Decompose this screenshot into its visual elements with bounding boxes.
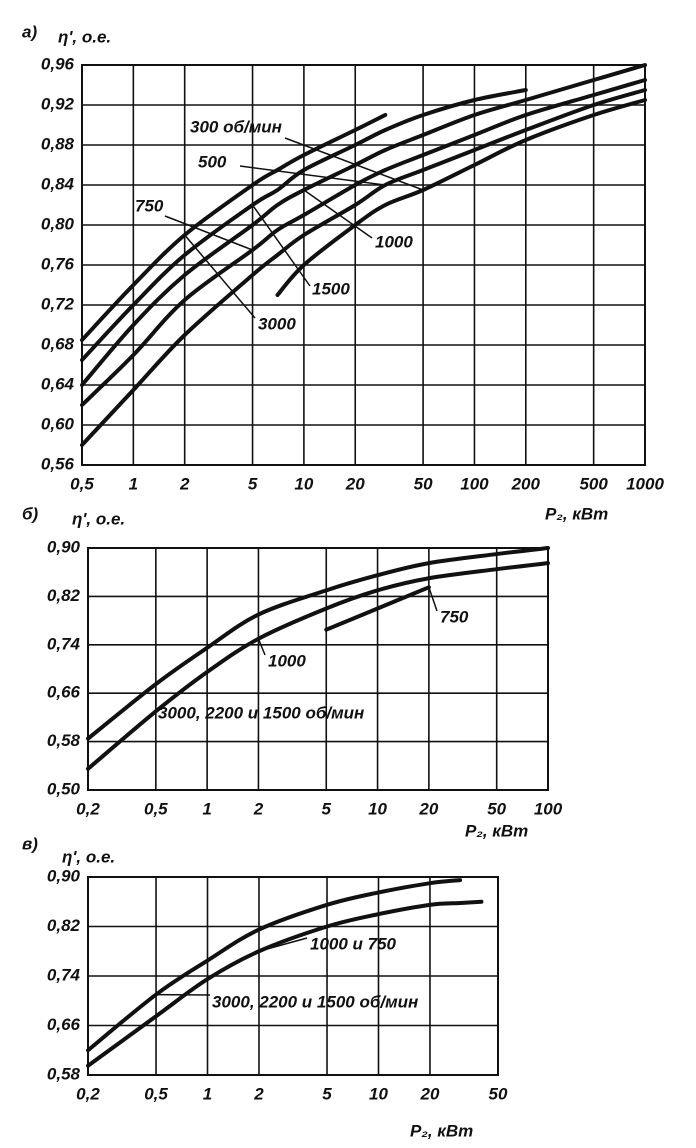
y-tick-label: 0,50 xyxy=(47,779,81,798)
y-tick-label: 0,66 xyxy=(47,1015,81,1034)
y-tick-label: 0,66 xyxy=(47,683,81,702)
label-leader xyxy=(239,165,386,186)
y-tick-label: 0,82 xyxy=(47,586,81,605)
x-tick-label: 500 xyxy=(579,474,608,493)
y-axis-label: η', о.е. xyxy=(62,847,115,866)
x-tick-label: 50 xyxy=(414,474,433,493)
x-tick-label: 1 xyxy=(203,1084,212,1103)
y-tick-label: 0,58 xyxy=(47,731,81,750)
panel-label: в) xyxy=(22,834,38,853)
x-tick-label: 0,5 xyxy=(70,474,94,493)
curve xyxy=(86,561,550,771)
y-tick-label: 0,74 xyxy=(47,634,81,653)
x-axis-label: P₂, кВт xyxy=(545,504,608,523)
curve xyxy=(80,78,647,407)
x-tick-label: 5 xyxy=(248,474,258,493)
x-tick-label: 5 xyxy=(322,1084,332,1103)
x-tick-label: 20 xyxy=(419,1084,439,1103)
label-leader xyxy=(284,137,424,191)
series-label: 750 xyxy=(135,196,164,215)
curve xyxy=(80,88,528,362)
y-tick-label: 0,60 xyxy=(41,414,75,433)
x-tick-label: 1000 xyxy=(626,474,664,493)
y-tick-label: 0,74 xyxy=(47,965,81,984)
label-leader xyxy=(184,234,256,319)
x-tick-label: 1 xyxy=(202,799,211,818)
curve xyxy=(86,546,550,741)
y-tick-label: 0,56 xyxy=(41,454,75,473)
series-label: 3000 xyxy=(258,314,296,333)
y-tick-label: 0,80 xyxy=(41,214,75,233)
x-tick-label: 1 xyxy=(129,474,138,493)
curve xyxy=(80,88,647,447)
x-tick-label: 50 xyxy=(489,1084,508,1103)
y-tick-label: 0,82 xyxy=(47,916,81,935)
x-axis-label: P₂, кВт xyxy=(465,821,528,840)
curve xyxy=(80,63,647,387)
series-label: 3000, 2200 и 1500 об/мин xyxy=(158,703,364,722)
plot-frame xyxy=(87,876,499,1076)
series-label: 300 об/мин xyxy=(190,117,282,136)
label-leader xyxy=(164,215,253,251)
x-tick-label: 50 xyxy=(487,799,506,818)
label-leader xyxy=(428,587,438,612)
y-tick-label: 0,84 xyxy=(41,174,75,193)
x-tick-label: 10 xyxy=(294,474,313,493)
x-tick-label: 10 xyxy=(368,799,387,818)
x-tick-label: 20 xyxy=(345,474,365,493)
series-label: 750 xyxy=(440,607,469,626)
x-tick-label: 5 xyxy=(322,799,332,818)
x-tick-label: 10 xyxy=(369,1084,388,1103)
curve xyxy=(324,585,431,632)
series-label: 1500 xyxy=(312,279,350,298)
x-tick-label: 0,2 xyxy=(76,799,100,818)
y-axis-label: η', о.е. xyxy=(58,27,111,46)
series-label: 1000 xyxy=(268,651,306,670)
y-tick-label: 0,64 xyxy=(41,374,75,393)
x-tick-label: 0,2 xyxy=(76,1084,100,1103)
x-axis-label: P₂, кВт xyxy=(410,1121,473,1140)
y-tick-label: 0,92 xyxy=(41,94,75,113)
x-tick-label: 100 xyxy=(534,799,563,818)
x-tick-label: 100 xyxy=(460,474,489,493)
x-tick-label: 0,5 xyxy=(144,799,168,818)
x-tick-label: 2 xyxy=(179,474,190,493)
x-tick-label: 0,5 xyxy=(144,1084,168,1103)
y-tick-label: 0,76 xyxy=(41,254,75,273)
y-tick-label: 0,58 xyxy=(47,1064,81,1083)
panel-label: б) xyxy=(22,504,39,523)
y-axis-label: η', о.е. xyxy=(72,509,125,528)
series-label: 1000 и 750 xyxy=(310,934,397,953)
plot-frame xyxy=(87,547,549,791)
label-leader xyxy=(257,638,266,656)
curve xyxy=(80,113,388,342)
plot-frame xyxy=(81,64,646,466)
series-label: 3000, 2200 и 1500 об/мин xyxy=(212,992,418,1011)
y-tick-label: 0,90 xyxy=(47,537,81,556)
y-tick-label: 0,68 xyxy=(41,334,75,353)
y-tick-label: 0,72 xyxy=(41,294,75,313)
label-leader xyxy=(258,937,308,952)
x-tick-label: 20 xyxy=(418,799,438,818)
y-tick-label: 0,90 xyxy=(47,866,81,885)
panel-label: а) xyxy=(22,22,37,41)
series-label: 1000 xyxy=(375,232,413,251)
curve xyxy=(275,98,647,297)
series-label: 500 xyxy=(198,152,227,171)
x-tick-label: 2 xyxy=(253,1084,264,1103)
x-tick-label: 2 xyxy=(253,799,264,818)
x-tick-label: 200 xyxy=(511,474,541,493)
y-tick-label: 0,96 xyxy=(41,54,75,73)
curve xyxy=(86,899,484,1068)
y-tick-label: 0,88 xyxy=(41,134,75,153)
